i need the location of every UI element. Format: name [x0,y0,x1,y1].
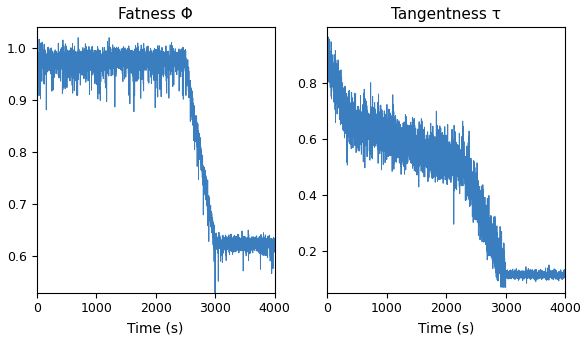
X-axis label: Time (s): Time (s) [418,321,475,335]
X-axis label: Time (s): Time (s) [128,321,184,335]
Title: Tangentness τ: Tangentness τ [391,7,501,22]
Title: Fatness Φ: Fatness Φ [118,7,193,22]
